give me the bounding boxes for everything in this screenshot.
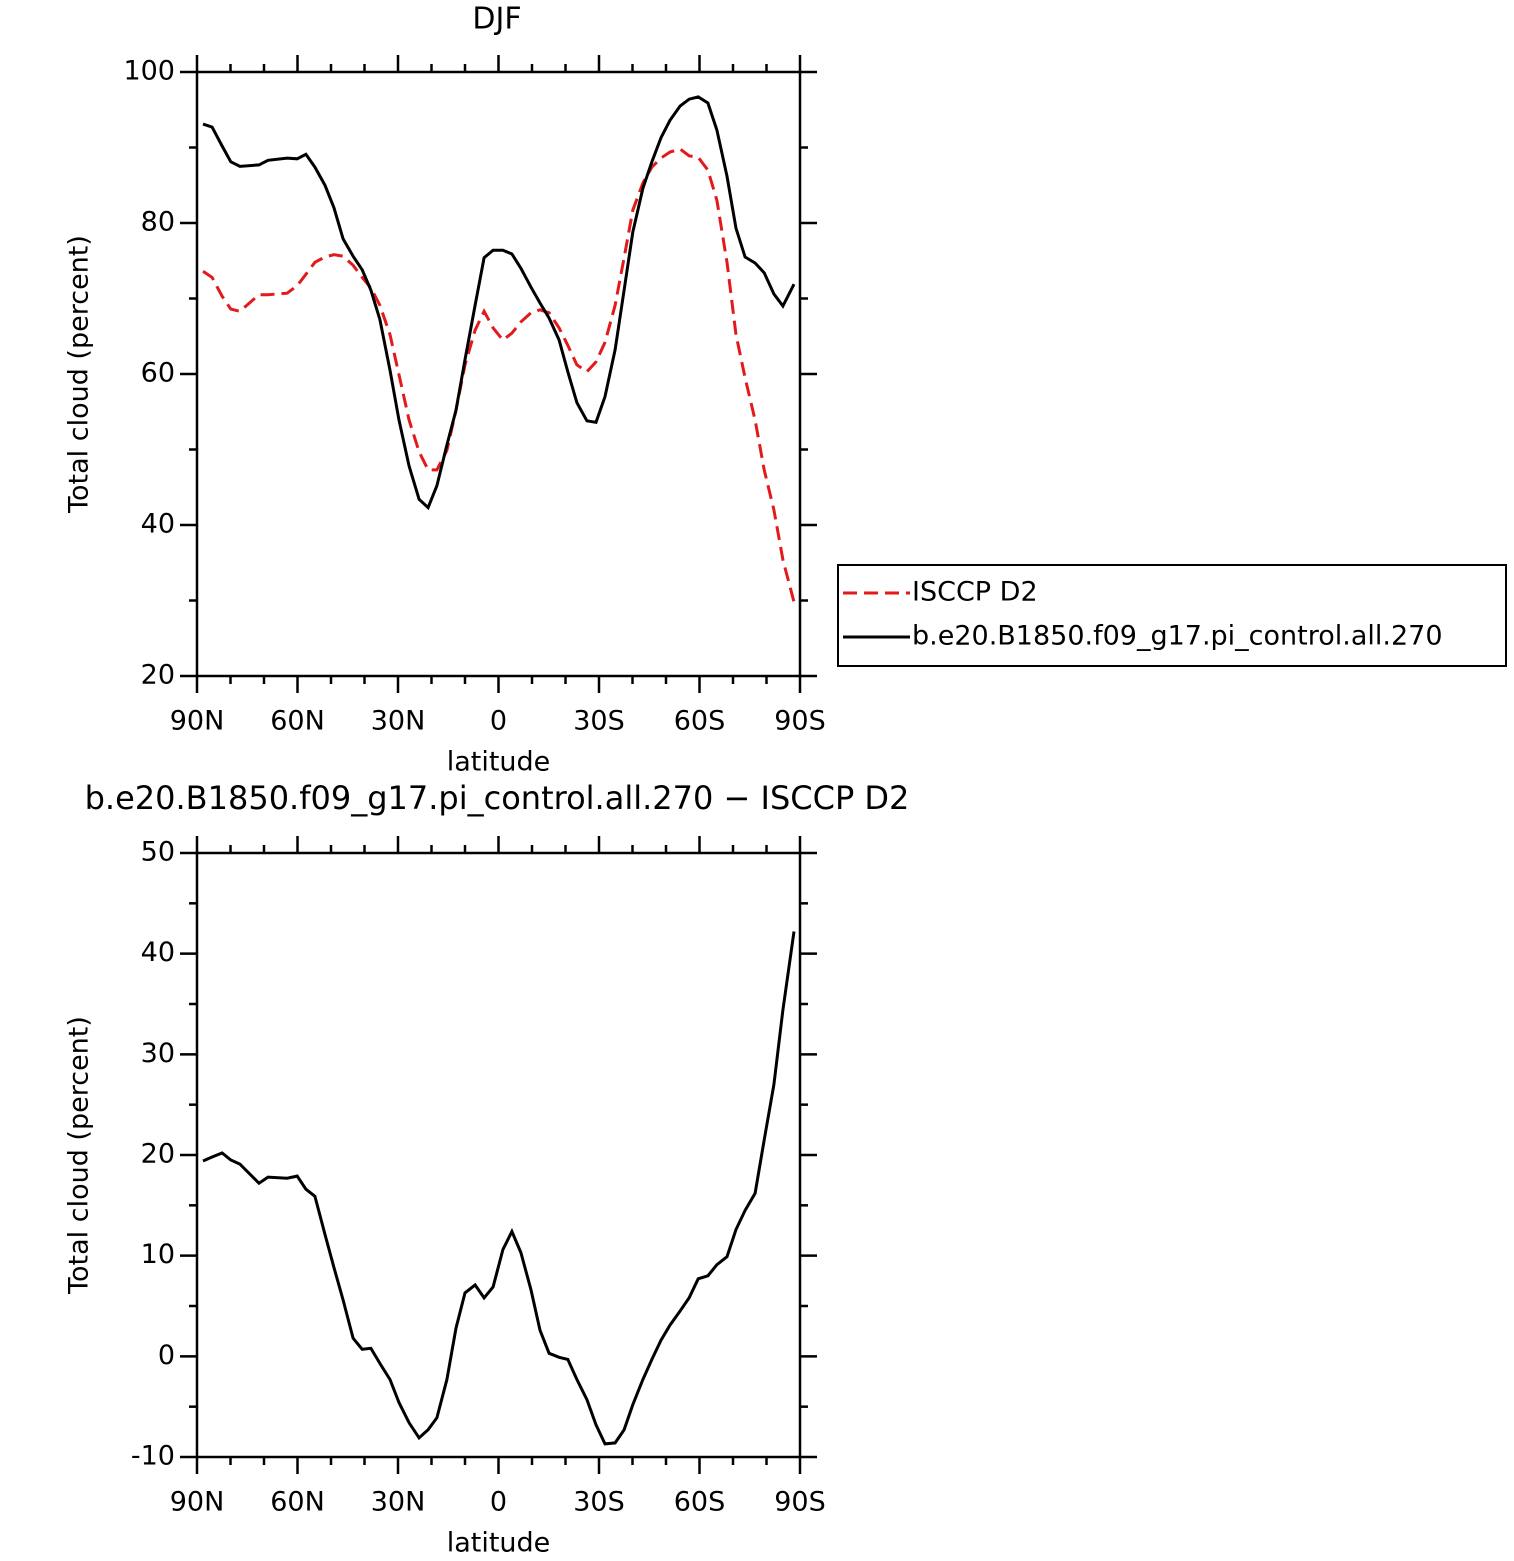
series-line — [202, 95, 796, 511]
chart-title: DJF — [472, 2, 521, 37]
y-tick-label: 20 — [141, 1139, 175, 1170]
legend-box — [837, 564, 1507, 667]
y-axis-label: Total cloud (percent) — [64, 1016, 95, 1295]
y-tick-label: 100 — [123, 56, 175, 87]
series-line — [202, 931, 796, 1446]
y-tick-label: 40 — [141, 937, 175, 968]
x-tick-label: 30N — [371, 706, 426, 737]
y-tick-label: 80 — [141, 207, 175, 238]
x-tick-label: 30S — [573, 1487, 625, 1518]
x-tick-label: 60S — [674, 706, 726, 737]
y-axis-label: Total cloud (percent) — [64, 235, 95, 514]
plot-frame — [195, 851, 802, 1459]
legend-label: b.e20.B1850.f09_g17.pi_control.all.270 — [912, 621, 1443, 652]
x-tick-label: 0 — [490, 706, 507, 737]
y-tick-label: -10 — [131, 1441, 175, 1472]
plot-frame — [195, 70, 802, 678]
y-tick-label: 60 — [141, 358, 175, 389]
y-tick-label: 40 — [141, 509, 175, 540]
y-tick-label: 0 — [158, 1340, 175, 1371]
x-tick-label: 30N — [371, 1487, 426, 1518]
x-tick-label: 60S — [674, 1487, 726, 1518]
y-tick-label: 50 — [141, 837, 175, 868]
x-axis-label: latitude — [447, 747, 551, 778]
y-tick-label: 10 — [141, 1239, 175, 1270]
y-tick-label: 20 — [141, 660, 175, 691]
x-tick-label: 90N — [170, 1487, 225, 1518]
legend-label: ISCCP D2 — [912, 577, 1038, 608]
x-tick-label: 60N — [270, 706, 325, 737]
x-tick-label: 60N — [270, 1487, 325, 1518]
x-tick-label: 30S — [573, 706, 625, 737]
x-tick-label: 90N — [170, 706, 225, 737]
y-tick-label: 30 — [141, 1038, 175, 1069]
x-axis-label: latitude — [447, 1528, 551, 1559]
series-line — [202, 147, 796, 603]
x-tick-label: 90S — [774, 1487, 826, 1518]
x-tick-label: 0 — [490, 1487, 507, 1518]
chart-title: b.e20.B1850.f09_g17.pi_control.all.270 −… — [85, 779, 910, 817]
x-tick-label: 90S — [774, 706, 826, 737]
